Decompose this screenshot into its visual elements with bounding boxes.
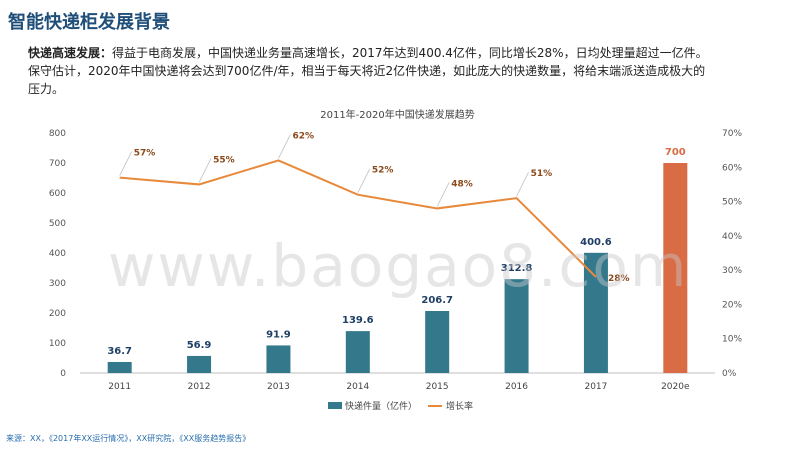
page-title: 智能快递柜发展背景	[8, 12, 170, 33]
x-tick-label: 2014	[346, 382, 369, 392]
y-left-tick-label: 200	[49, 309, 66, 319]
bar	[663, 163, 688, 373]
bar	[266, 345, 291, 373]
source-note: 来源：XX，《2017年XX运行情况》，XX研究院，《XX服务趋势报告》	[6, 434, 251, 443]
data-label-leader	[436, 182, 450, 207]
bar	[425, 310, 450, 373]
y-left-tick-label: 400	[49, 249, 66, 259]
y-right-tick-label: 50%	[722, 198, 742, 208]
x-tick-label: 2012	[188, 382, 211, 392]
line-data-label: 48%	[451, 179, 473, 189]
line-data-label: 57%	[134, 149, 156, 159]
y-right-tick-label: 0%	[722, 369, 737, 379]
y-right-tick-label: 40%	[722, 232, 742, 242]
growth-rate-line	[119, 159, 597, 278]
bar-data-label: 206.7	[421, 295, 453, 306]
x-tick-label: 2020e	[661, 382, 690, 392]
y-right-tick-label: 10%	[722, 335, 742, 345]
y-right-tick-label: 60%	[722, 163, 742, 173]
bar-data-label: 139.6	[342, 315, 374, 326]
x-tick-label: 2011	[108, 382, 131, 392]
data-label-leader	[119, 151, 133, 176]
intro-lead: 快递高速发展：	[28, 46, 113, 60]
data-label-leader	[357, 168, 371, 193]
line-data-label: 55%	[213, 155, 235, 165]
legend-swatch-bars	[328, 402, 342, 409]
y-left-tick-label: 700	[49, 159, 66, 169]
bar-data-label: 400.6	[580, 237, 612, 248]
line-data-label: 52%	[372, 166, 394, 176]
intro-text: 得益于电商发展，中国快递业务量高速增长，2017年达到400.4亿件，同比增长2…	[28, 46, 708, 96]
bar	[187, 355, 212, 373]
line-data-label: 62%	[292, 131, 314, 141]
bar-data-label: 312.8	[501, 263, 533, 274]
y-right-tick-label: 70%	[722, 129, 742, 139]
data-label-leader	[278, 134, 291, 159]
bar	[107, 361, 132, 373]
x-tick-label: 2016	[505, 382, 528, 392]
y-left-tick-label: 100	[49, 339, 66, 349]
line-data-label: 28%	[608, 274, 630, 284]
y-left-tick-label: 0	[60, 369, 66, 379]
data-label-leader	[198, 158, 212, 183]
y-right-tick-label: 30%	[722, 266, 742, 276]
y-right-tick-label: 20%	[722, 300, 742, 310]
bar-data-label: 91.9	[266, 329, 291, 340]
x-tick-label: 2017	[584, 382, 607, 392]
y-left-tick-label: 500	[49, 219, 66, 229]
bar	[345, 331, 370, 373]
intro-paragraph: 快递高速发展：得益于电商发展，中国快递业务量高速增长，2017年达到400.4亿…	[28, 44, 708, 98]
chart-title: 2011年-2020年中国快递发展趋势	[320, 108, 475, 121]
bar-data-label: 56.9	[187, 340, 212, 351]
y-left-tick-label: 600	[49, 189, 66, 199]
line-data-label: 51%	[531, 169, 553, 179]
y-left-tick-label: 800	[49, 129, 66, 139]
bar-data-label: 700	[665, 147, 686, 158]
legend-label-bars: 快递件量（亿件）	[345, 400, 417, 412]
x-tick-label: 2015	[426, 382, 449, 392]
bar-data-label: 36.7	[107, 346, 132, 357]
y-left-tick-label: 300	[49, 279, 66, 289]
bar	[583, 252, 608, 373]
data-label-leader	[516, 171, 529, 197]
bar	[504, 279, 529, 373]
x-tick-label: 2013	[267, 382, 290, 392]
legend-label-line: 增长率	[446, 400, 473, 412]
